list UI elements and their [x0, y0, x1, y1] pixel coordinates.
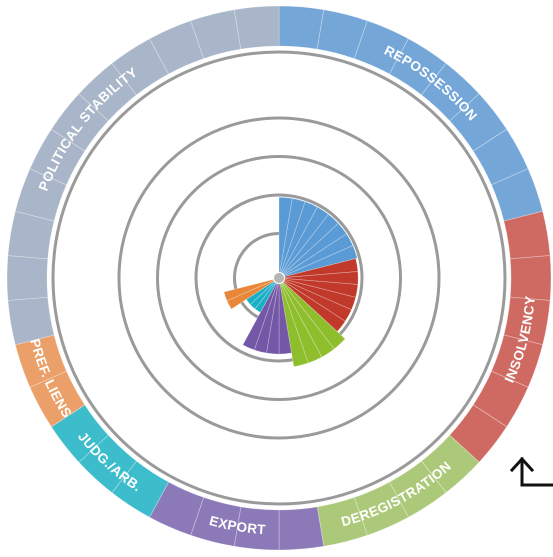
grid-ring	[156, 155, 402, 401]
ring-segment-repossession	[388, 38, 447, 96]
ring-segment-insolvency	[490, 334, 544, 388]
ring-segment-political-stability	[7, 296, 55, 346]
wedge-repossession	[281, 206, 330, 274]
ring-segment-repossession	[490, 168, 544, 222]
ring-segment-political-stability	[50, 93, 109, 152]
wedge-judg-arb	[254, 282, 277, 313]
ring-segment-political-stability	[78, 62, 138, 122]
ring-segment-repossession	[420, 62, 480, 122]
wedge-repossession	[278, 196, 293, 273]
ring-segment-judg-arb	[78, 434, 138, 494]
ring-segment-pref-liens	[29, 370, 86, 428]
ring-segment-judg-arb	[50, 404, 109, 463]
ring-segment-insolvency	[472, 370, 529, 428]
center-hub	[274, 273, 284, 283]
ring-segment-political-stability	[190, 9, 242, 60]
ring-segment-pref-liens	[14, 334, 68, 388]
wedge-repossession	[282, 222, 348, 276]
category-ring	[6, 5, 552, 551]
ring-segment-export	[278, 506, 325, 551]
data-wedges	[223, 196, 359, 368]
grid-ring	[194, 193, 364, 363]
wedge-insolvency	[284, 278, 359, 298]
corner-arrow-icon	[509, 456, 553, 487]
ring-segment-deregistration	[388, 460, 447, 518]
ring-segment-deregistration	[316, 496, 368, 547]
wedge-insolvency	[284, 258, 359, 278]
ring-segment-political-stability	[6, 255, 49, 301]
wedge-insolvency	[284, 279, 357, 311]
ring-segment-political-stability	[148, 20, 205, 75]
wedge-deregistration	[281, 282, 335, 358]
wedge-judg-arb	[249, 281, 276, 310]
wedge-judg-arb	[245, 280, 276, 305]
wedge-repossession	[279, 198, 306, 273]
wedge-repossession	[282, 213, 339, 275]
outer-grid-ring	[51, 50, 507, 506]
ring-segment-insolvency	[509, 255, 552, 301]
wedge-export	[253, 283, 279, 354]
ring-segment-judg-arb	[111, 460, 170, 518]
wedge-deregistration	[279, 283, 309, 368]
wedge-export	[266, 283, 280, 355]
ring-segment-political-stability	[14, 168, 68, 222]
ring-segment-political-stability	[233, 5, 280, 50]
ring-segment-export	[190, 496, 242, 547]
ring-segment-insolvency	[449, 404, 508, 463]
grid-ring	[117, 116, 441, 440]
ring-segment-repossession	[472, 128, 529, 186]
ring-segment-repossession	[278, 5, 325, 50]
wedge-repossession	[284, 245, 358, 277]
wedge-pref-liens	[223, 279, 274, 302]
ring-segment-repossession	[316, 9, 368, 60]
ring-segment-political-stability	[111, 38, 170, 96]
wedge-insolvency	[284, 271, 359, 285]
